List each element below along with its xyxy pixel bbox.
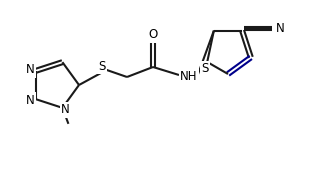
Text: N: N	[26, 94, 35, 107]
Text: S: S	[201, 62, 209, 75]
Text: S: S	[98, 60, 106, 72]
Text: O: O	[148, 29, 158, 42]
Text: NH: NH	[180, 70, 198, 83]
Text: N: N	[26, 63, 35, 76]
Text: N: N	[276, 22, 285, 35]
Text: N: N	[61, 103, 70, 116]
